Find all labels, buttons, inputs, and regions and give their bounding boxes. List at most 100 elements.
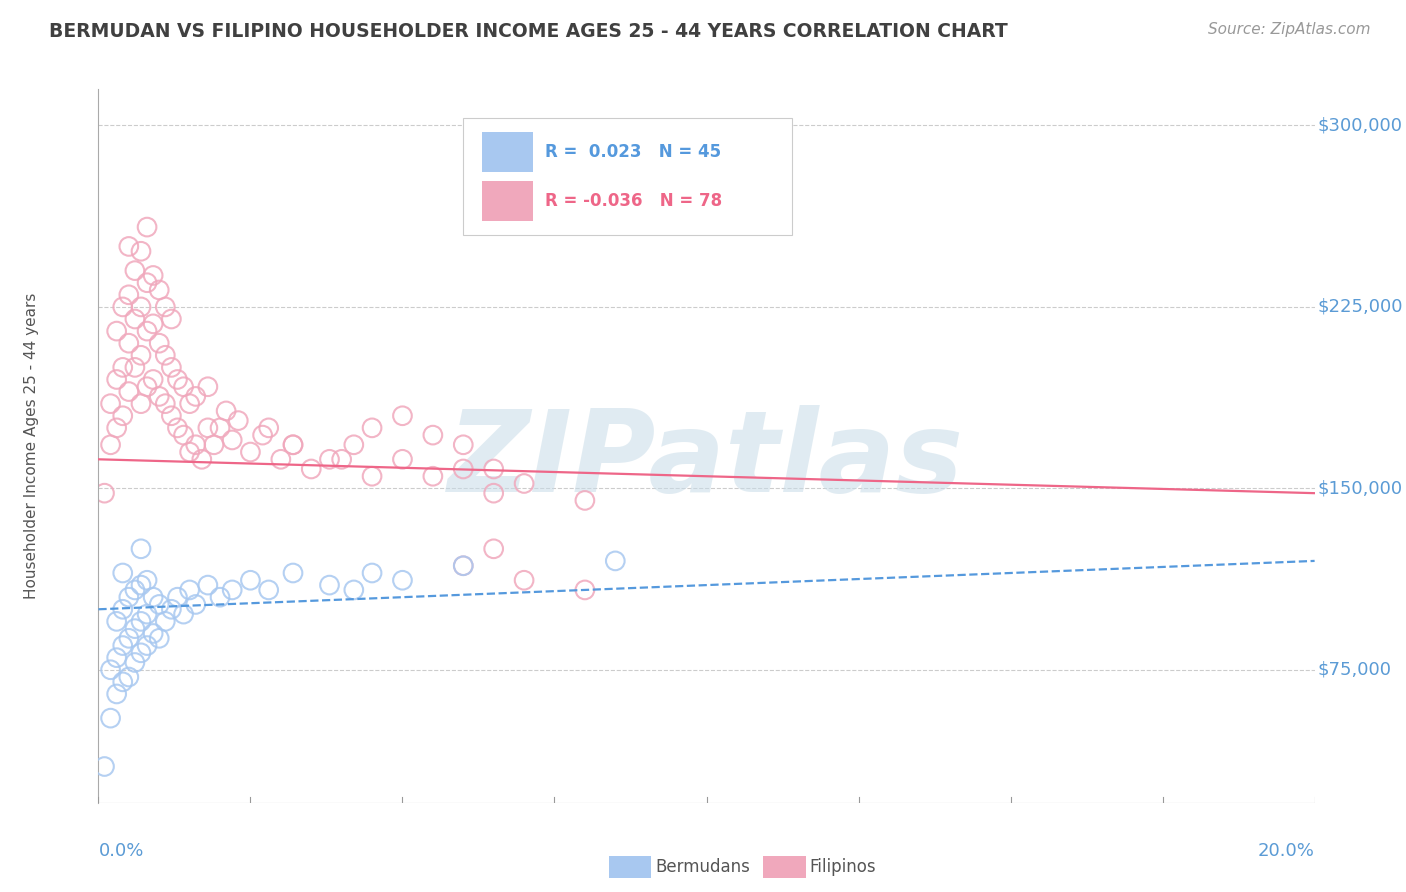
Point: [281, 566, 304, 580]
Point: [129, 646, 152, 660]
Point: [111, 300, 134, 314]
Point: [391, 574, 413, 588]
Point: [129, 348, 152, 362]
Point: [148, 283, 170, 297]
Point: [136, 607, 159, 621]
Point: [391, 452, 413, 467]
Point: [111, 360, 134, 375]
Point: [482, 462, 505, 476]
Point: [105, 324, 128, 338]
Text: BERMUDAN VS FILIPINO HOUSEHOLDER INCOME AGES 25 - 44 YEARS CORRELATION CHART: BERMUDAN VS FILIPINO HOUSEHOLDER INCOME …: [49, 22, 1008, 41]
Point: [422, 469, 444, 483]
Point: [453, 462, 475, 476]
Point: [173, 607, 195, 621]
Point: [142, 317, 165, 331]
Point: [166, 372, 188, 386]
Point: [136, 276, 159, 290]
Point: [330, 452, 353, 467]
Point: [124, 263, 146, 277]
Point: [111, 639, 134, 653]
Point: [209, 421, 232, 435]
Point: [105, 615, 128, 629]
Point: [118, 336, 141, 351]
Point: [257, 421, 280, 435]
Text: 0.0%: 0.0%: [98, 841, 143, 860]
Point: [318, 578, 340, 592]
Point: [93, 486, 115, 500]
FancyBboxPatch shape: [481, 132, 533, 172]
Point: [513, 574, 536, 588]
Point: [142, 372, 165, 386]
Point: [361, 469, 384, 483]
Point: [136, 380, 159, 394]
Point: [257, 582, 280, 597]
Point: [197, 578, 219, 592]
Point: [111, 602, 134, 616]
Point: [252, 428, 274, 442]
Point: [148, 598, 170, 612]
Point: [166, 421, 188, 435]
Point: [105, 650, 128, 665]
Point: [513, 476, 536, 491]
Point: [179, 582, 201, 597]
Point: [118, 239, 141, 253]
Point: [239, 574, 262, 588]
Point: [118, 384, 141, 399]
Point: [155, 300, 177, 314]
Point: [155, 348, 177, 362]
Point: [142, 590, 165, 604]
Text: Bermudans: Bermudans: [655, 858, 749, 876]
Point: [136, 220, 159, 235]
Point: [155, 397, 177, 411]
Point: [111, 409, 134, 423]
Point: [100, 663, 122, 677]
Point: [136, 639, 159, 653]
Point: [124, 360, 146, 375]
Point: [148, 632, 170, 646]
Point: [129, 300, 152, 314]
Point: [482, 541, 505, 556]
Text: 20.0%: 20.0%: [1258, 841, 1315, 860]
Point: [105, 372, 128, 386]
Point: [281, 438, 304, 452]
Text: $225,000: $225,000: [1317, 298, 1403, 316]
Point: [574, 582, 596, 597]
Point: [93, 759, 115, 773]
FancyBboxPatch shape: [464, 118, 792, 235]
Point: [105, 421, 128, 435]
Point: [129, 541, 152, 556]
Point: [453, 438, 475, 452]
Point: [299, 462, 322, 476]
Point: [136, 574, 159, 588]
Point: [173, 428, 195, 442]
Point: [422, 428, 444, 442]
Point: [136, 324, 159, 338]
Point: [361, 566, 384, 580]
Point: [184, 598, 207, 612]
Point: [453, 558, 475, 573]
Point: [239, 445, 262, 459]
Point: [118, 288, 141, 302]
Point: [343, 438, 366, 452]
Text: Source: ZipAtlas.com: Source: ZipAtlas.com: [1208, 22, 1371, 37]
Point: [191, 452, 214, 467]
Point: [100, 397, 122, 411]
Text: Householder Income Ages 25 - 44 years: Householder Income Ages 25 - 44 years: [24, 293, 39, 599]
Point: [160, 312, 183, 326]
Point: [129, 397, 152, 411]
Point: [361, 421, 384, 435]
Point: [343, 582, 366, 597]
Point: [173, 380, 195, 394]
Point: [142, 268, 165, 283]
Point: [166, 590, 188, 604]
Point: [197, 421, 219, 435]
Point: [209, 590, 232, 604]
Point: [118, 632, 141, 646]
Text: ZIPatlas: ZIPatlas: [449, 405, 965, 516]
Point: [391, 409, 413, 423]
Point: [270, 452, 292, 467]
Point: [221, 433, 243, 447]
Point: [184, 389, 207, 403]
Point: [105, 687, 128, 701]
Point: [100, 438, 122, 452]
